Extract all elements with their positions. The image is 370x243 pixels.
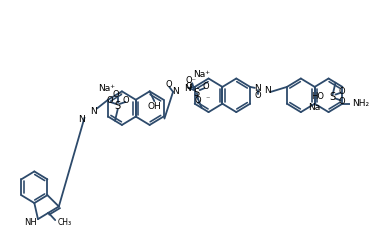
- Text: OH: OH: [148, 102, 161, 111]
- Text: Na⁺: Na⁺: [98, 84, 115, 93]
- Text: O: O: [339, 97, 346, 106]
- Text: O: O: [165, 80, 172, 89]
- Text: N: N: [78, 115, 85, 124]
- Text: HO: HO: [311, 92, 324, 101]
- Text: N: N: [91, 107, 97, 116]
- Text: O: O: [202, 82, 209, 91]
- Text: S: S: [115, 101, 121, 111]
- Text: NH: NH: [24, 217, 37, 226]
- Text: N: N: [264, 86, 270, 95]
- Text: O⁻: O⁻: [186, 76, 197, 85]
- Text: O: O: [185, 82, 192, 91]
- Text: Na: Na: [308, 103, 321, 112]
- Text: O: O: [106, 96, 112, 105]
- Text: N: N: [172, 87, 179, 96]
- Text: N: N: [254, 84, 261, 93]
- Text: S: S: [330, 92, 336, 102]
- Text: CH₃: CH₃: [58, 217, 72, 226]
- Text: O: O: [195, 96, 201, 105]
- Text: O: O: [339, 87, 346, 96]
- Text: ⁻: ⁻: [205, 95, 209, 104]
- Text: Na⁺: Na⁺: [193, 70, 210, 79]
- Text: NH₂: NH₂: [352, 99, 369, 108]
- Text: O: O: [123, 96, 130, 105]
- Text: O⁻: O⁻: [112, 90, 123, 99]
- Text: S: S: [194, 88, 200, 98]
- Text: N: N: [184, 84, 191, 93]
- Text: O: O: [254, 91, 261, 100]
